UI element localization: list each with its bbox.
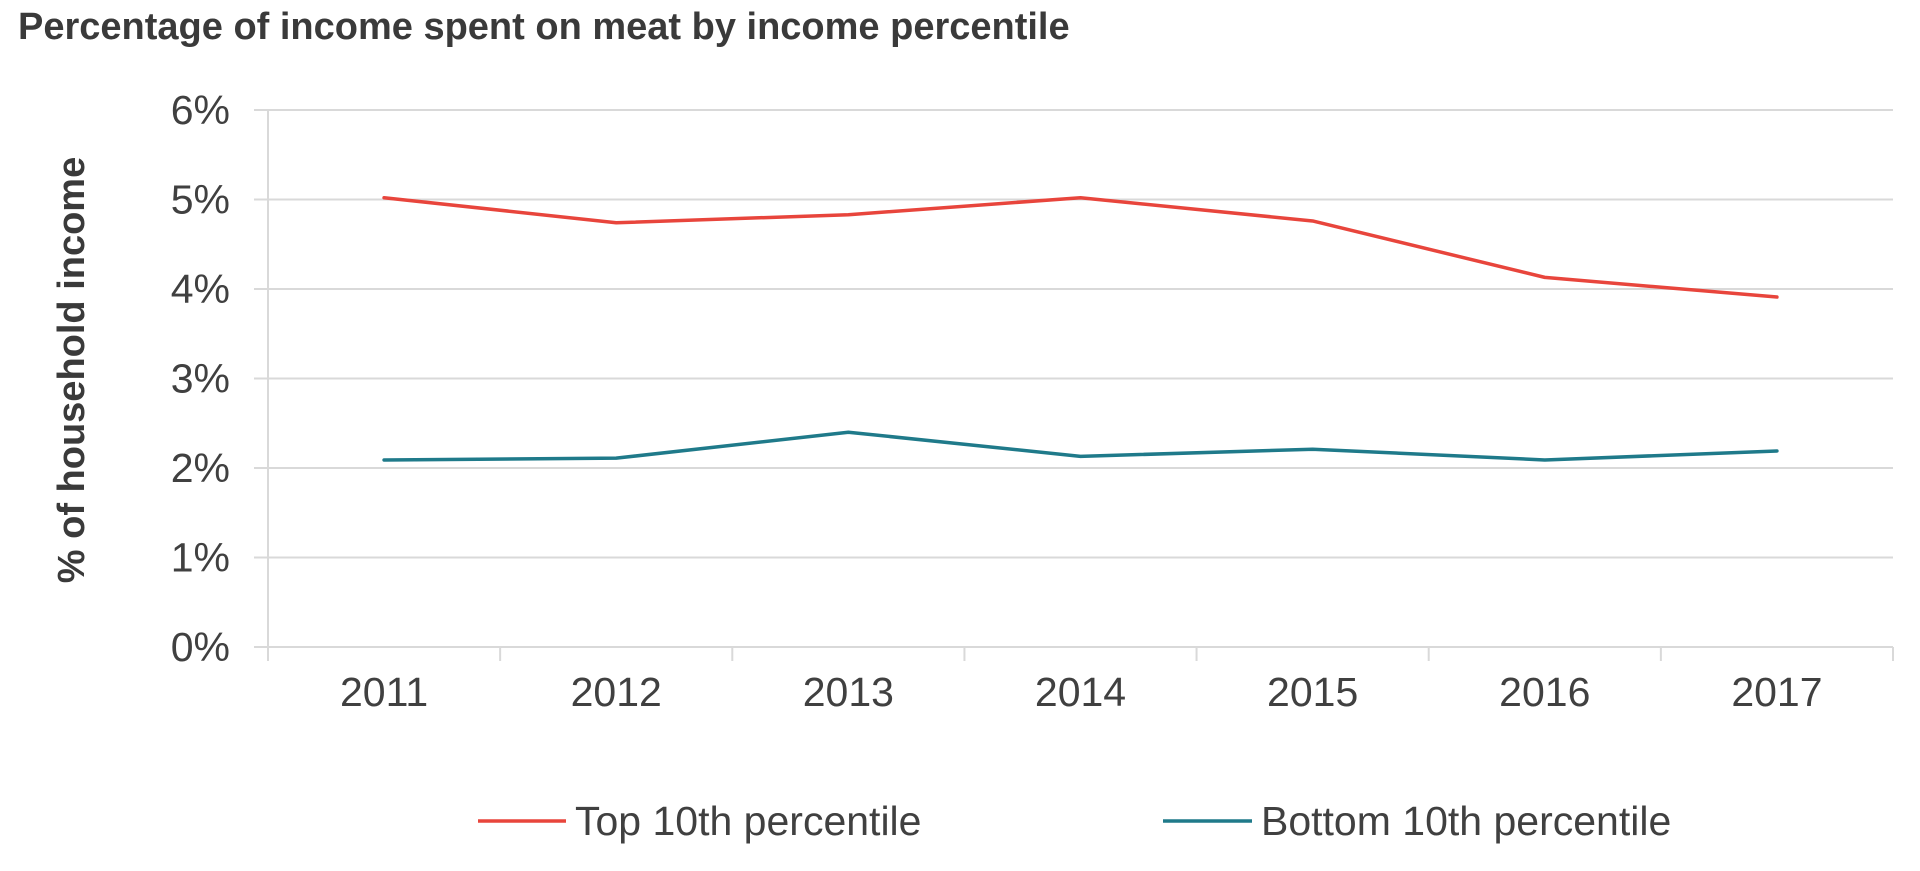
y-axis-title: % of household income [51,157,93,583]
series-line-top-10th-percentile [382,195,1779,299]
legend-label-bottom-10th-percentile: Bottom 10th percentile [1261,798,1671,844]
legend-label-top-10th-percentile: Top 10th percentile [575,798,921,844]
legend-item-bottom-10th-percentile: Bottom 10th percentile [1163,798,1671,844]
gridlines [268,109,1893,648]
x-tick-label-2015: 2015 [1267,669,1358,715]
x-tick-label-2014: 2014 [1035,669,1126,715]
y-tick-label-5: 5% [171,177,230,223]
chart-title: Percentage of income spent on meat by in… [18,6,1070,48]
y-tick-label-1: 1% [171,535,230,581]
x-tick-label-2013: 2013 [803,669,894,715]
x-axis-ticks: 2011 2012 2013 2014 2015 2016 2017 [267,647,1894,715]
x-tick-label-2016: 2016 [1499,669,1590,715]
y-tick-label-2: 2% [171,445,230,491]
x-tick-label-2012: 2012 [571,669,662,715]
y-tick-label-3: 3% [171,356,230,402]
x-tick-label-2011: 2011 [340,669,428,715]
series-line-bottom-10th-percentile [382,430,1779,462]
y-tick-label-6: 6% [171,87,230,133]
y-axis-ticks: 0% 1% 2% 3% 4% 5% 6% [171,87,268,670]
series-lines [382,195,1779,462]
y-tick-label-4: 4% [171,266,230,312]
legend: Top 10th percentile Bottom 10th percentil… [478,798,1671,844]
legend-item-top-10th-percentile: Top 10th percentile [478,798,921,844]
y-tick-label-0: 0% [171,624,230,670]
x-tick-label-2017: 2017 [1731,669,1822,715]
